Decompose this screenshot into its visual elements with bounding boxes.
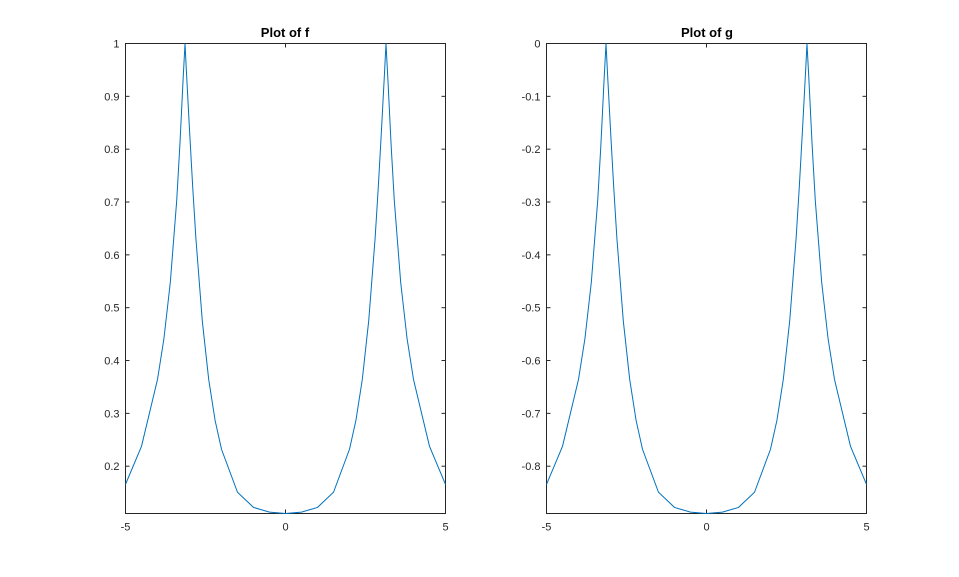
plot-g-ytick-label: -0.3 [522,197,541,209]
plot-f-ytick-label: 0.7 [104,197,119,209]
plot-f-xtick-label: 5 [442,522,448,534]
plot-g-xtick-label: -5 [542,522,552,534]
plot-f-ytick-label: 1 [113,39,119,51]
plot-g-ytick-label: 0 [534,39,540,51]
plot-g-title: Plot of g [681,25,733,40]
plot-f-xtick-label: 0 [282,522,288,534]
plot-g-axes [546,43,867,514]
plot-g-ytick-label: -0.6 [522,356,541,368]
plot-g-xtick-label: 5 [863,522,869,534]
plot-g-ytick-label: -0.2 [522,144,541,156]
plot-g-ticks: -5 0 5 -0.8 -0.7 -0.6 -0.5 -0.4 -0.3 -0.2 -0.1 0 [522,39,870,534]
plot-g-line [546,43,867,515]
plot-g-ytick-label: -0.8 [522,461,541,473]
plot-f-ytick-label: 0.6 [104,250,119,262]
plot-f-ytick-label: 0.4 [104,356,119,368]
plot-f-ytick-label: 0.9 [104,91,119,103]
plot-g-ytick-label: -0.5 [522,303,541,315]
plot-f-xtick-label: -5 [121,522,131,534]
plot-f-axes [125,43,446,514]
plot-f-panel: Plot of f -5 0 5 0.2 0.3 0.4 0.5 0.6 0.7 0.8 0.9 1 [104,25,448,534]
plot-f-ticks: -5 0 5 0.2 0.3 0.4 0.5 0.6 0.7 0.8 0.9 1 [104,39,448,534]
plot-f-ytick-label: 0.3 [104,408,119,420]
plot-f-ytick-label: 0.8 [104,144,119,156]
plot-f-ytick-label: 0.2 [104,461,119,473]
plot-f-title: Plot of f [261,25,310,40]
plot-f-line [125,43,446,515]
plot-g-ytick-label: -0.7 [522,408,541,420]
plot-g-xtick-label: 0 [703,522,709,534]
plot-g-panel: Plot of g -5 0 5 -0.8 -0.7 -0.6 -0.5 -0.4 -0.3 -0… [522,25,870,534]
plot-f-ytick-label: 0.5 [104,303,119,315]
plot-g-ytick-label: -0.4 [522,250,541,262]
plot-g-ytick-label: -0.1 [522,91,541,103]
